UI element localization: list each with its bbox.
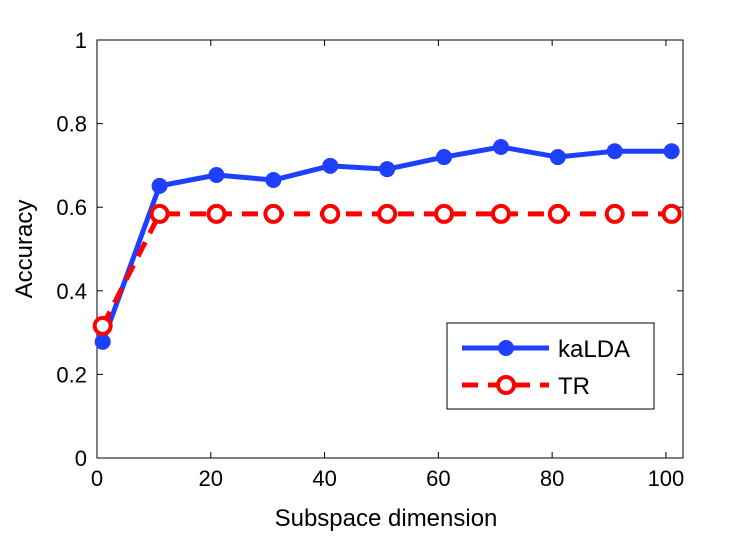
y-tick-label: 0: [75, 446, 87, 471]
legend-kalda-label: kaLDA: [558, 336, 630, 363]
tr-point: [604, 203, 625, 224]
kalda-point: [436, 149, 453, 166]
tr-point: [490, 203, 511, 224]
x-axis-label: Subspace dimension: [275, 505, 498, 532]
kalda-point: [549, 149, 566, 166]
tr-point: [661, 203, 682, 224]
x-tick-label: 80: [540, 466, 564, 491]
y-tick-label: 0.4: [56, 279, 87, 304]
tr-point: [206, 203, 227, 224]
kalda-point: [265, 172, 282, 189]
tr-point: [434, 203, 455, 224]
x-tick-label: 100: [648, 466, 685, 491]
kalda-point: [151, 177, 168, 194]
legend-tr-marker: [496, 375, 516, 395]
legend-kalda-marker: [498, 340, 514, 356]
x-tick-label: 40: [312, 466, 336, 491]
kalda-point: [492, 139, 509, 156]
tr-point: [263, 203, 284, 224]
legend: kaLDA TR: [446, 322, 655, 410]
tr-point: [377, 203, 398, 224]
kalda-point: [663, 143, 680, 160]
y-tick-label: 0.6: [56, 195, 87, 220]
legend-tr-label: TR: [558, 373, 590, 400]
kalda-point: [208, 167, 225, 184]
kalda-point: [94, 333, 111, 350]
kalda-point: [379, 161, 396, 178]
kalda-point: [606, 143, 623, 160]
legend-box: [446, 322, 655, 410]
x-tick-label: 60: [426, 466, 450, 491]
x-tick-label: 0: [91, 466, 103, 491]
tr-point: [92, 315, 113, 336]
tr-point: [547, 203, 568, 224]
y-tick-label: 1: [75, 28, 87, 53]
y-axis-label: Accuracy: [11, 200, 38, 299]
tr-point: [320, 203, 341, 224]
kalda-point: [322, 157, 339, 174]
tr-point: [149, 203, 170, 224]
y-tick-label: 0.8: [56, 112, 87, 137]
y-tick-label: 0.2: [56, 362, 87, 387]
x-tick-label: 20: [199, 466, 223, 491]
